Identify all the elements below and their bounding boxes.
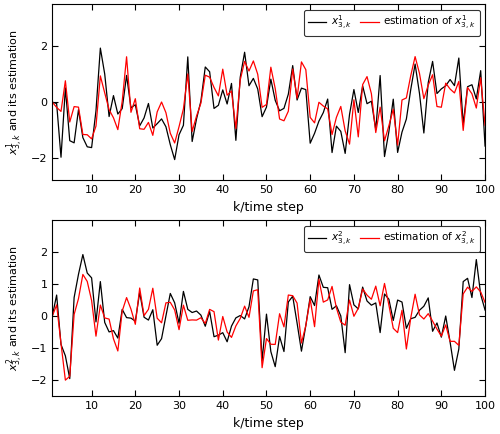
Legend: $x_{3,k}^2$, estimation of $x_{3,k}^2$: $x_{3,k}^2$, estimation of $x_{3,k}^2$ bbox=[304, 226, 480, 252]
estimation of $x_{3,k}^2$ bbox=[50, 314, 56, 319]
estimation of $x_{3,k}^1$ bbox=[132, 96, 138, 101]
Line: $x_{3,k}^2$: $x_{3,k}^2$ bbox=[52, 255, 485, 378]
$x_{3,k}^1$ bbox=[482, 144, 488, 149]
estimation of $x_{3,k}^1$ bbox=[150, 133, 156, 138]
Line: estimation of $x_{3,k}^1$: estimation of $x_{3,k}^1$ bbox=[52, 56, 485, 145]
estimation of $x_{3,k}^1$ bbox=[50, 99, 56, 105]
estimation of $x_{3,k}^2$ bbox=[158, 320, 164, 326]
$x_{3,k}^2$ bbox=[316, 273, 322, 278]
$x_{3,k}^1$ bbox=[172, 157, 177, 162]
estimation of $x_{3,k}^2$ bbox=[80, 272, 86, 277]
$x_{3,k}^1$ bbox=[50, 99, 56, 105]
estimation of $x_{3,k}^1$ bbox=[469, 91, 475, 96]
estimation of $x_{3,k}^1$ bbox=[412, 54, 418, 59]
estimation of $x_{3,k}^1$ bbox=[307, 115, 313, 120]
estimation of $x_{3,k}^1$ bbox=[394, 142, 400, 148]
estimation of $x_{3,k}^1$ bbox=[272, 86, 278, 91]
estimation of $x_{3,k}^2$ bbox=[316, 276, 322, 282]
$x_{3,k}^1$ bbox=[316, 118, 322, 124]
$x_{3,k}^1$ bbox=[154, 121, 160, 126]
Line: estimation of $x_{3,k}^2$: estimation of $x_{3,k}^2$ bbox=[52, 274, 485, 380]
Line: $x_{3,k}^1$: $x_{3,k}^1$ bbox=[52, 48, 485, 160]
$x_{3,k}^1$ bbox=[456, 56, 462, 61]
Y-axis label: $x_{3,k}^1$ and its estimation: $x_{3,k}^1$ and its estimation bbox=[4, 30, 25, 155]
$x_{3,k}^2$ bbox=[281, 349, 287, 354]
Y-axis label: $x_{3,k}^2$ and its estimation: $x_{3,k}^2$ and its estimation bbox=[4, 246, 25, 371]
estimation of $x_{3,k}^2$ bbox=[482, 300, 488, 305]
$x_{3,k}^2$ bbox=[141, 315, 147, 320]
$x_{3,k}^2$ bbox=[469, 295, 475, 300]
$x_{3,k}^2$ bbox=[456, 346, 462, 352]
$x_{3,k}^2$ bbox=[80, 252, 86, 257]
$x_{3,k}^2$ bbox=[482, 307, 488, 312]
$x_{3,k}^2$ bbox=[50, 314, 56, 319]
$x_{3,k}^2$ bbox=[158, 336, 164, 341]
X-axis label: k/time step: k/time step bbox=[234, 201, 304, 214]
estimation of $x_{3,k}^1$ bbox=[456, 79, 462, 84]
estimation of $x_{3,k}^2$ bbox=[62, 378, 68, 383]
estimation of $x_{3,k}^2$ bbox=[141, 313, 147, 318]
$x_{3,k}^1$ bbox=[98, 46, 103, 51]
$x_{3,k}^1$ bbox=[281, 106, 287, 111]
estimation of $x_{3,k}^2$ bbox=[469, 289, 475, 294]
$x_{3,k}^1$ bbox=[136, 123, 142, 128]
$x_{3,k}^2$ bbox=[66, 376, 72, 381]
$x_{3,k}^1$ bbox=[469, 82, 475, 87]
Legend: $x_{3,k}^1$, estimation of $x_{3,k}^1$: $x_{3,k}^1$, estimation of $x_{3,k}^1$ bbox=[304, 10, 480, 36]
estimation of $x_{3,k}^2$ bbox=[281, 324, 287, 329]
estimation of $x_{3,k}^1$ bbox=[482, 123, 488, 128]
estimation of $x_{3,k}^2$ bbox=[456, 343, 462, 348]
X-axis label: k/time step: k/time step bbox=[234, 417, 304, 430]
